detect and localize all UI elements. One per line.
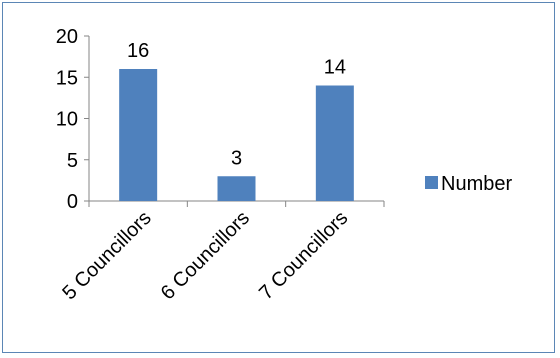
bar-1 <box>119 69 158 201</box>
legend: Number <box>425 173 512 195</box>
chart-frame <box>2 2 555 353</box>
y-tick-label: 15 <box>56 67 78 89</box>
legend-swatch <box>425 176 438 189</box>
bars <box>119 69 354 201</box>
y-axis: 0 5 10 15 20 <box>56 26 90 213</box>
data-labels: 16 3 14 <box>127 40 346 169</box>
y-tick-label: 5 <box>67 150 78 172</box>
bar-2 <box>217 176 256 201</box>
data-label-1: 16 <box>127 40 149 62</box>
data-label-2: 3 <box>231 147 242 169</box>
x-axis <box>88 200 385 207</box>
y-tick-label: 0 <box>67 191 78 213</box>
category-label-2: 6 Councillors <box>157 207 254 304</box>
legend-label: Number <box>441 173 512 195</box>
y-tick-label: 20 <box>56 26 78 48</box>
category-labels: 5 Councillors 6 Councillors 7 Councillors <box>58 207 352 304</box>
category-label-3: 7 Councillors <box>255 207 352 304</box>
category-label-1: 5 Councillors <box>58 207 155 304</box>
y-tick-label: 10 <box>56 109 78 131</box>
bar-3 <box>315 85 354 201</box>
data-label-3: 14 <box>324 57 346 79</box>
